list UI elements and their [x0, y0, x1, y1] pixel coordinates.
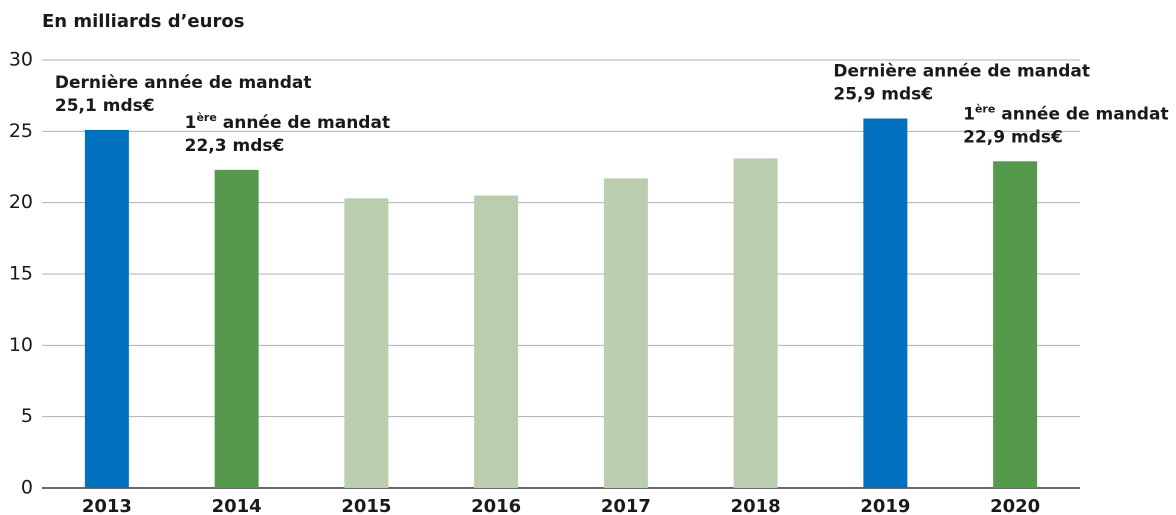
x-tick-label: 2017 — [601, 496, 651, 515]
y-tick-label: 10 — [9, 334, 33, 356]
bar — [84, 129, 129, 488]
x-tick-label: 2019 — [860, 496, 910, 515]
y-tick-label: 30 — [9, 49, 33, 71]
y-tick-label: 0 — [21, 477, 33, 499]
bar — [214, 169, 259, 488]
x-tick-label: 2014 — [212, 496, 262, 515]
bar — [733, 158, 778, 488]
annotation: 1ère année de mandat — [185, 111, 390, 133]
annotation-superscript: ère — [196, 111, 216, 124]
annotation: Dernière année de mandat — [55, 73, 312, 93]
annotation-superscript: ère — [975, 102, 995, 115]
y-tick-label: 15 — [9, 263, 33, 285]
annotation: 1ère année de mandat — [963, 102, 1168, 124]
annotation-number: 1 — [185, 113, 197, 133]
y-tick-label: 5 — [21, 405, 33, 427]
annotation-text: Dernière année de mandat — [55, 73, 312, 93]
bar — [993, 161, 1038, 488]
x-tick-label: 2020 — [990, 496, 1040, 515]
bar — [603, 178, 648, 488]
x-tick-label: 2015 — [341, 496, 391, 515]
y-tick-label: 25 — [9, 120, 33, 142]
bar — [474, 195, 519, 489]
annotation-text: année de mandat — [217, 113, 390, 133]
x-tick-label: 2018 — [731, 496, 781, 515]
value-label: 22,9 mds€ — [963, 127, 1063, 147]
chart-title: En milliards d’euros — [42, 11, 244, 32]
annotation-text: Dernière année de mandat — [833, 61, 1090, 81]
x-tick-label: 2016 — [471, 496, 521, 515]
annotation-text: année de mandat — [995, 104, 1168, 124]
y-tick-label: 20 — [9, 191, 33, 213]
annotation: Dernière année de mandat — [833, 61, 1090, 81]
bar — [863, 118, 908, 488]
value-label: 25,1 mds€ — [55, 96, 155, 116]
value-label: 25,9 mds€ — [833, 84, 933, 104]
bar — [344, 198, 389, 489]
annotation-number: 1 — [963, 104, 975, 124]
value-label: 22,3 mds€ — [185, 136, 285, 156]
x-tick-label: 2013 — [82, 496, 132, 515]
